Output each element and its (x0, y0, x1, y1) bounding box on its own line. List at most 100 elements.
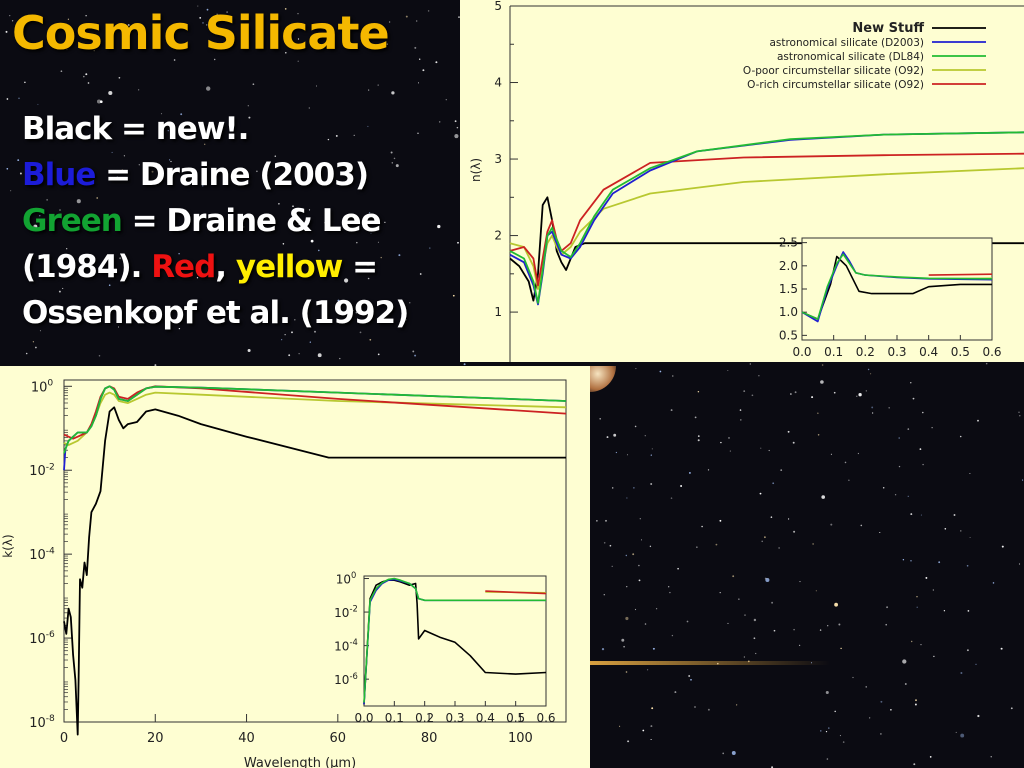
star (674, 691, 677, 694)
star (601, 647, 605, 651)
star (907, 495, 909, 497)
n-legend-label-4: O-rich circumstellar silicate (O92) (747, 79, 924, 91)
n-inset-frame (801, 237, 993, 341)
star (211, 182, 213, 184)
star (820, 380, 824, 384)
star (285, 52, 287, 54)
star (857, 452, 860, 455)
k-inset-x-tick-label: 0.6 (536, 711, 555, 725)
n-inset-series-line-2 (801, 253, 993, 320)
star (739, 409, 742, 411)
star (24, 81, 26, 84)
star (213, 58, 216, 61)
color-legend-text: Black = new!. Blue = Draine (2003) Green… (22, 106, 462, 336)
k-inset-chart: 100 10-2 10-4 10-6 0.0 0.1 0.2 0.3 0.4 0.5 0.6 (334, 570, 555, 725)
n-inset-x-tick-label: 0.3 (887, 345, 906, 359)
star (650, 725, 653, 728)
star (613, 433, 617, 437)
star (39, 215, 41, 217)
star (39, 330, 41, 332)
star (817, 434, 820, 436)
star (314, 41, 317, 44)
star (32, 341, 35, 343)
star (297, 13, 299, 15)
star (633, 487, 635, 489)
star (650, 454, 652, 456)
star (635, 368, 637, 370)
star (9, 14, 11, 17)
star (625, 554, 627, 557)
k-series-line-0 (63, 406, 566, 736)
star (87, 82, 90, 84)
star (226, 11, 228, 13)
n-inset-y-tick-label: 1.5 (779, 282, 798, 296)
star (316, 85, 317, 87)
star (753, 618, 757, 622)
legend-green-desc: = Draine & Lee (121, 203, 382, 239)
star (912, 397, 915, 400)
star (361, 263, 364, 266)
star (35, 320, 37, 322)
star (310, 239, 314, 243)
star (247, 348, 251, 353)
star (417, 82, 420, 84)
star (869, 717, 871, 719)
star (960, 672, 963, 674)
star (96, 99, 102, 104)
star (652, 647, 655, 650)
star (688, 675, 691, 677)
star (454, 134, 459, 139)
star (350, 215, 353, 217)
star (731, 751, 736, 755)
star (738, 598, 740, 600)
k-x-tick-label: 0 (60, 731, 68, 746)
k-x-tick-label: 80 (421, 731, 438, 746)
star (787, 430, 790, 433)
star (820, 730, 822, 732)
star (171, 133, 174, 136)
k-y-tick-label: 10-6 (29, 630, 55, 647)
star (596, 520, 598, 522)
star (916, 606, 918, 608)
k-inset-y-tick-label: 100 (336, 570, 357, 586)
star (288, 354, 291, 357)
star (727, 622, 729, 624)
star (205, 24, 208, 26)
star (206, 8, 209, 11)
star (26, 46, 29, 48)
star (170, 160, 172, 163)
star (749, 363, 751, 365)
star (33, 224, 38, 229)
star (882, 487, 885, 489)
star (294, 318, 296, 321)
slide-title: Cosmic Silicate (12, 6, 390, 60)
star (990, 756, 992, 758)
star (890, 708, 892, 711)
legend-line-4: (1984). Red, yellow = (22, 244, 462, 290)
star (751, 394, 754, 397)
star (732, 575, 735, 578)
n-inset-series-line-4 (928, 273, 993, 276)
star (913, 763, 916, 766)
star (167, 130, 169, 132)
star (799, 581, 801, 583)
star (242, 278, 245, 280)
star (98, 354, 101, 357)
star (790, 393, 792, 395)
n-y-tick-label: 2 (494, 229, 502, 243)
star (367, 277, 370, 280)
star (25, 352, 28, 355)
star (218, 124, 223, 129)
star (197, 5, 199, 7)
star (295, 176, 298, 178)
star (830, 453, 832, 455)
star (943, 610, 946, 612)
star (916, 596, 918, 598)
star (910, 559, 912, 562)
star (839, 735, 841, 737)
star (291, 331, 293, 334)
star (337, 299, 340, 302)
star (694, 706, 696, 708)
star (969, 472, 971, 475)
star (788, 518, 790, 520)
